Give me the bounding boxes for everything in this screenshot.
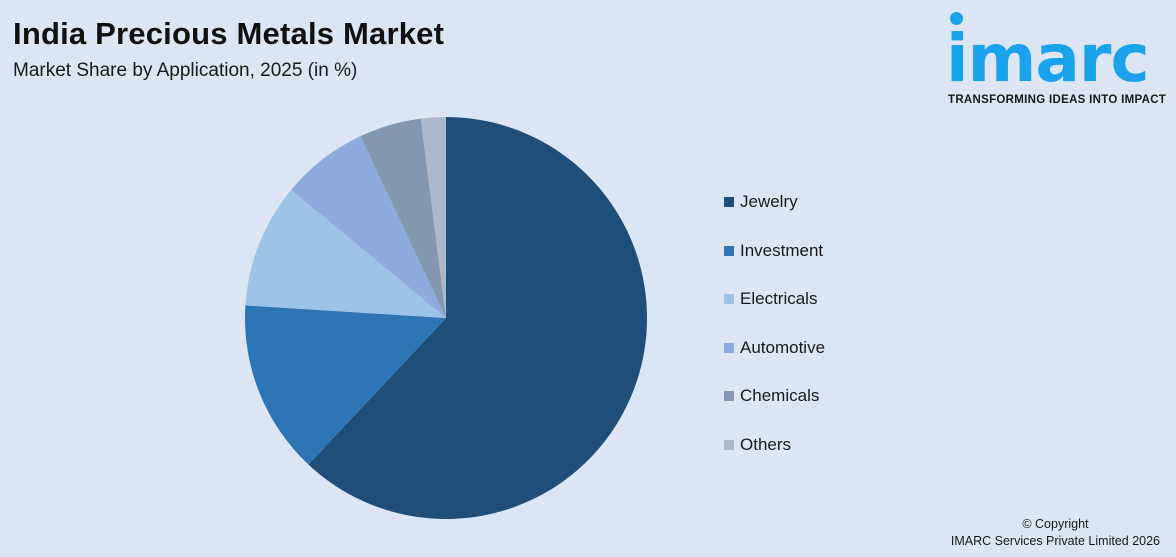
legend-item-automotive: Automotive (724, 324, 825, 373)
copyright-line: © Copyright (1022, 517, 1089, 531)
legend-label: Investment (740, 240, 824, 260)
legend-label: Others (740, 434, 792, 454)
pie-slice-electricals (245, 189, 446, 318)
logo-dot-icon (950, 12, 963, 25)
chart-legend: Jewelry Investment Electricals Automotive Ch… (724, 178, 825, 469)
legend-item-jewelry: Jewelry (724, 178, 825, 227)
legend-swatch-icon (724, 391, 734, 402)
pie-slice-chemicals (360, 118, 446, 318)
pie-slice-investment (245, 305, 446, 465)
pie-chart (245, 117, 647, 519)
legend-label: Chemicals (740, 386, 820, 406)
legend-label: Automotive (740, 337, 826, 357)
imarc-logo: imarc TRANSFORMING IDEAS INTO IMPACT (946, 12, 1170, 112)
legend-swatch-icon (724, 245, 734, 256)
logo-tagline: TRANSFORMING IDEAS INTO IMPACT (948, 94, 1167, 106)
pie-slice-others (420, 117, 446, 318)
pie-slice-jewelry (308, 117, 647, 519)
legend-item-chemicals: Chemicals (724, 372, 825, 421)
legend-swatch-icon (724, 294, 734, 305)
legend-label: Jewelry (740, 192, 798, 212)
logo-wordmark: imarc (946, 20, 1150, 97)
legend-label: Electricals (740, 289, 818, 309)
copyright-company: IMARC Services Private Limited 2026 (950, 534, 1160, 548)
legend-swatch-icon (724, 197, 734, 208)
legend-item-others: Others (724, 421, 825, 470)
legend-item-electricals: Electricals (724, 275, 825, 324)
legend-swatch-icon (724, 342, 734, 353)
chart-subtitle: Market Share by Application, 2025 (in %) (13, 60, 358, 81)
copyright-footer: © Copyright IMARC Services Private Limit… (951, 516, 1160, 550)
chart-title: India Precious Metals Market (13, 16, 445, 51)
pie-slice-automotive (291, 136, 446, 318)
legend-item-investment: Investment (724, 227, 825, 276)
legend-swatch-icon (724, 439, 734, 450)
